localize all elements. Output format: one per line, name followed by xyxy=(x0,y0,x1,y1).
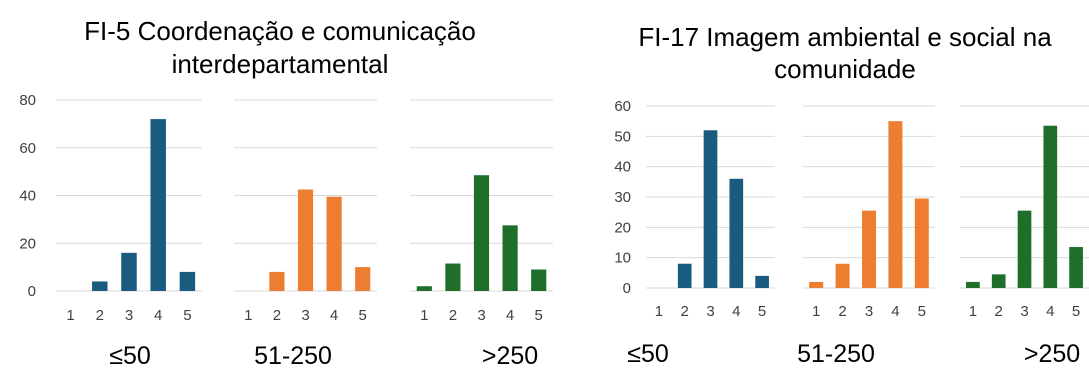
bar xyxy=(416,286,432,291)
x-tick-label: 4 xyxy=(891,303,899,320)
chart-title-line: FI-5 Coordenação e comunicação xyxy=(84,16,476,46)
group-label: ≤50 xyxy=(109,342,151,370)
x-tick-label: 2 xyxy=(838,303,846,320)
x-tick-label: 1 xyxy=(244,307,252,324)
x-tick-label: 2 xyxy=(681,303,689,320)
bar xyxy=(269,271,285,291)
x-tick-label: 4 xyxy=(732,303,740,320)
group-label: 51-250 xyxy=(254,342,332,370)
y-tick-label: 80 xyxy=(19,92,36,109)
chart-title-line: comunidade xyxy=(774,54,916,84)
bar xyxy=(991,274,1006,288)
x-tick-label: 2 xyxy=(449,307,457,324)
bar xyxy=(473,175,490,291)
bar xyxy=(888,121,903,289)
bar xyxy=(1043,125,1058,288)
y-tick-label: 0 xyxy=(623,280,631,297)
x-tick-label: 1 xyxy=(655,303,663,320)
bar xyxy=(729,178,744,288)
bar xyxy=(835,263,850,288)
x-tick-label: 4 xyxy=(154,307,162,324)
x-tick-label: 3 xyxy=(125,307,133,324)
bar xyxy=(326,196,342,291)
group-label: ≤50 xyxy=(627,340,669,368)
x-tick-label: 3 xyxy=(477,307,485,324)
y-tick-label: 20 xyxy=(19,235,36,252)
bar xyxy=(703,130,718,288)
group-label: 51-250 xyxy=(797,340,875,368)
x-tick-label: 5 xyxy=(758,303,766,320)
x-tick-label: 3 xyxy=(301,307,309,324)
bar xyxy=(445,263,461,291)
bar xyxy=(677,263,692,288)
bar xyxy=(150,119,166,291)
y-tick-label: 30 xyxy=(614,189,631,206)
x-tick-label: 5 xyxy=(918,303,926,320)
bar xyxy=(179,271,196,291)
bar xyxy=(502,225,518,291)
y-tick-label: 40 xyxy=(614,159,631,176)
x-tick-label: 2 xyxy=(96,307,104,324)
group-label: >250 xyxy=(482,342,538,370)
x-tick-label: 4 xyxy=(330,307,338,324)
bar xyxy=(1017,210,1032,288)
bar xyxy=(755,275,769,288)
y-tick-label: 60 xyxy=(614,98,631,115)
bar xyxy=(121,252,137,291)
y-tick-label: 50 xyxy=(614,128,631,145)
x-tick-label: 4 xyxy=(506,307,514,324)
chart-1: FI-5 Coordenação e comunicaçãointerdepar… xyxy=(19,16,553,370)
x-tick-label: 5 xyxy=(183,307,191,324)
bar xyxy=(966,281,980,288)
y-tick-label: 40 xyxy=(19,188,36,205)
x-tick-label: 5 xyxy=(1072,303,1080,320)
bar xyxy=(1069,247,1083,288)
x-tick-label: 1 xyxy=(66,307,74,324)
x-tick-label: 5 xyxy=(359,307,367,324)
chart-title-line: interdepartamental xyxy=(172,49,389,79)
bar xyxy=(531,269,547,291)
y-tick-label: 10 xyxy=(614,250,631,267)
x-tick-label: 3 xyxy=(865,303,873,320)
x-tick-label: 2 xyxy=(273,307,281,324)
bar xyxy=(355,267,371,291)
bar xyxy=(809,281,824,288)
x-tick-label: 2 xyxy=(995,303,1003,320)
chart-2: FI-17 Imagem ambiental e social nacomuni… xyxy=(614,22,1089,368)
bar xyxy=(297,189,314,291)
y-tick-label: 20 xyxy=(614,219,631,236)
bar xyxy=(92,281,108,291)
x-tick-label: 3 xyxy=(1020,303,1028,320)
y-tick-label: 0 xyxy=(28,283,36,300)
chart-title-line: FI-17 Imagem ambiental e social na xyxy=(638,22,1052,52)
y-tick-label: 60 xyxy=(19,140,36,157)
x-tick-label: 4 xyxy=(1046,303,1054,320)
bar xyxy=(862,210,876,288)
x-tick-label: 1 xyxy=(420,307,428,324)
x-tick-label: 1 xyxy=(969,303,977,320)
bar xyxy=(914,198,929,288)
x-tick-label: 5 xyxy=(535,307,543,324)
x-tick-label: 3 xyxy=(706,303,714,320)
group-label: >250 xyxy=(1024,340,1080,368)
x-tick-label: 1 xyxy=(812,303,820,320)
